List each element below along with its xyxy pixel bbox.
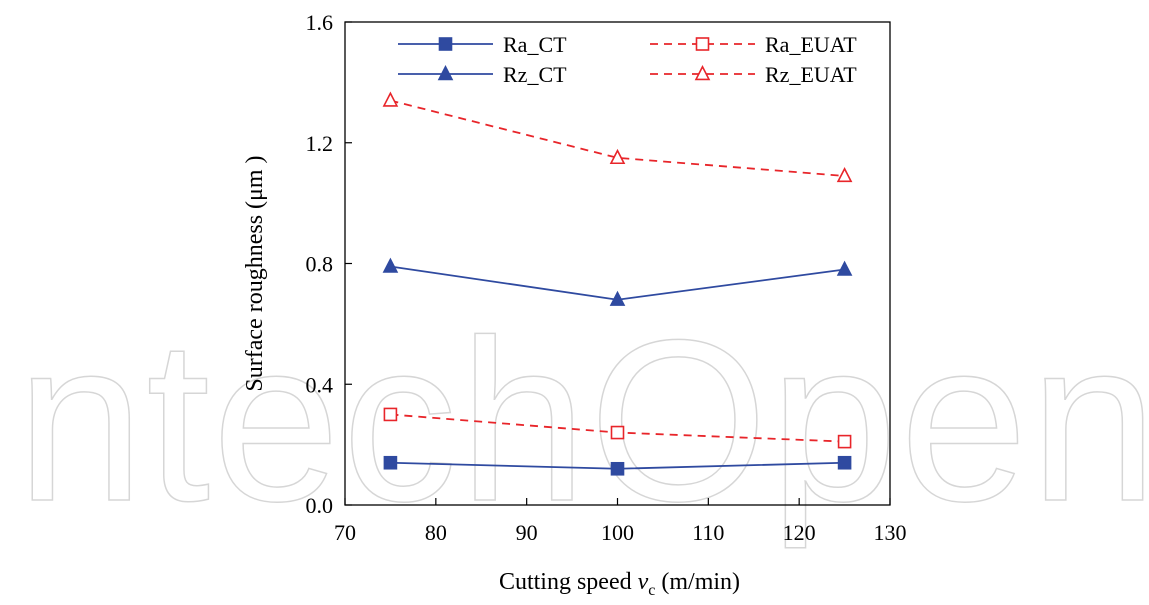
watermark-text: IntechOpen — [0, 292, 1149, 549]
series-rz-ct — [382, 257, 853, 306]
legend-item-ra-euat: Ra_EUAT — [650, 32, 857, 57]
data-point — [383, 407, 398, 422]
legend-item-rz-euat: Rz_EUAT — [650, 62, 857, 87]
x-tick-label: 80 — [425, 520, 447, 545]
data-point — [836, 260, 853, 276]
y-axis-title: Surface roughness (μm ) — [242, 155, 268, 391]
x-axis-title: Cutting speed vc (m/min) — [499, 569, 740, 599]
legend-label: Rz_EUAT — [765, 62, 857, 87]
x-title-subscript: c — [648, 582, 655, 599]
x-tick-label: 100 — [601, 520, 634, 545]
legend-item-rz-ct: Rz_CT — [398, 62, 567, 87]
legend-marker — [437, 65, 454, 81]
x-title-prefix: Cutting speed — [499, 569, 638, 595]
legend-label: Ra_EUAT — [765, 32, 857, 57]
x-tick-label: 120 — [783, 520, 816, 545]
data-point — [382, 91, 399, 107]
series-ra-euat — [383, 407, 852, 449]
y-tick-label: 0.0 — [306, 493, 334, 518]
x-tick-label: 130 — [874, 520, 907, 545]
y-tick-label: 0.4 — [306, 372, 334, 397]
x-tick-label: 110 — [692, 520, 724, 545]
data-point — [836, 167, 853, 183]
series-line — [390, 99, 845, 177]
data-point — [837, 455, 852, 470]
y-tick-label: 1.2 — [306, 131, 334, 156]
legend: Ra_CT Rz_CT Ra_EUAT Rz_EUAT — [398, 32, 857, 87]
x-tick-label: 90 — [516, 520, 538, 545]
x-axis: 70 80 90 100 110 120 130 — [334, 498, 907, 545]
data-point — [837, 434, 852, 449]
x-title-variable: v — [638, 569, 649, 595]
legend-marker — [695, 37, 710, 51]
x-title-unit: (m/min) — [655, 569, 740, 595]
legend-marker — [438, 37, 453, 51]
legend-item-ra-ct: Ra_CT — [398, 32, 567, 57]
data-point — [610, 425, 625, 440]
x-tick-label: 70 — [334, 520, 356, 545]
series-ra-ct — [383, 455, 852, 476]
data-point — [609, 148, 626, 165]
legend-label: Ra_CT — [503, 32, 567, 57]
data-point — [382, 257, 399, 273]
y-tick-label: 1.6 — [306, 10, 334, 35]
series-layer — [382, 91, 853, 476]
data-point — [610, 461, 625, 476]
legend-label: Rz_CT — [503, 62, 567, 87]
data-point — [383, 455, 398, 470]
legend-marker — [694, 65, 711, 81]
series-rz-euat — [382, 91, 853, 183]
data-point — [609, 290, 626, 306]
y-axis: 0.0 0.4 0.8 1.2 1.6 — [306, 10, 352, 518]
y-tick-label: 0.8 — [306, 252, 334, 277]
